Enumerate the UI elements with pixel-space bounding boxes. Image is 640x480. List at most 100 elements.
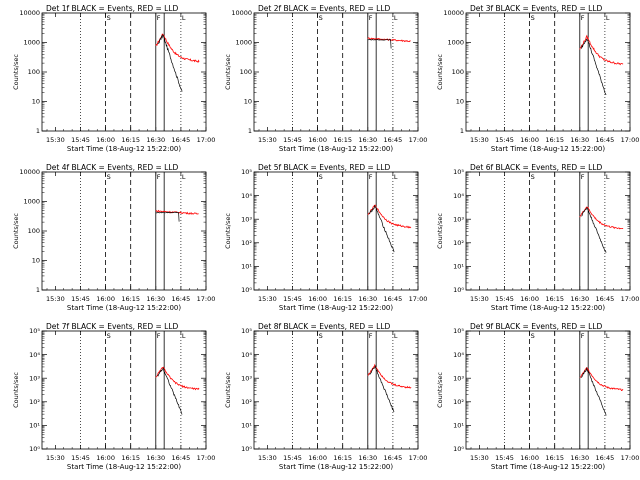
x-tick-label: 16:00 (520, 295, 539, 303)
x-tick-label: 16:30 (146, 136, 165, 144)
x-tick-label: 16:45 (172, 295, 191, 303)
plot-frame (41, 12, 207, 132)
panel-title: Det 4f BLACK = Events, RED = LLD (46, 163, 179, 172)
y-tick-label: 10 (244, 98, 252, 106)
y-tick-label: 10⁴ (241, 351, 252, 359)
x-tick-label: 16:30 (570, 295, 589, 303)
marker-s: S (107, 332, 111, 340)
marker-s: S (531, 14, 535, 22)
marker-f: F (157, 332, 161, 340)
x-tick-label: 16:15 (333, 295, 352, 303)
plot-frame (465, 12, 631, 132)
y-axis-label: Counts/sec (12, 213, 20, 249)
x-tick-label: 17:00 (197, 454, 216, 462)
y-tick-label: 10⁴ (453, 351, 464, 359)
y-tick-label: 10⁰ (29, 445, 40, 453)
y-tick-label: 10 (456, 98, 464, 106)
marker-f: F (369, 173, 373, 181)
events-series-line (581, 207, 607, 253)
lld-series-line (579, 367, 624, 392)
panel-title: Det 7f BLACK = Events, RED = LLD (46, 322, 179, 331)
y-tick-label: 10⁵ (29, 327, 40, 335)
x-tick-label: 16:45 (596, 454, 615, 462)
x-tick-label: 16:30 (358, 295, 377, 303)
x-tick-label: 16:15 (545, 454, 564, 462)
x-tick-label: 17:00 (409, 136, 428, 144)
x-tick-label: 16:45 (384, 295, 403, 303)
x-tick-label: 15:45 (71, 454, 90, 462)
marker-f: F (581, 14, 585, 22)
y-axis-label: Counts/sec (224, 213, 232, 249)
events-series-line (157, 367, 183, 415)
y-tick-label: 10¹ (241, 263, 252, 271)
y-tick-label: 10² (241, 398, 252, 406)
y-axis-label: Counts/sec (436, 213, 444, 249)
x-tick-label: 15:30 (258, 454, 277, 462)
marker-s: S (531, 173, 535, 181)
y-tick-label: 100 (28, 227, 40, 235)
y-tick-label: 10⁰ (241, 445, 252, 453)
plot-frame (41, 171, 207, 291)
x-tick-label: 16:00 (308, 454, 327, 462)
x-tick-label: 15:30 (470, 136, 489, 144)
y-axis-label: Counts/sec (224, 54, 232, 90)
marker-f: F (157, 14, 161, 22)
x-tick-label: 15:30 (470, 454, 489, 462)
y-tick-label: 10000 (19, 168, 40, 176)
x-tick-label: 16:45 (596, 295, 615, 303)
events-series-line (581, 367, 607, 416)
y-tick-label: 10¹ (29, 422, 40, 430)
y-tick-label: 10000 (231, 9, 252, 17)
y-tick-label: 10⁴ (241, 192, 252, 200)
x-axis-label: Start Time (18-Aug-12 15:22:00) (279, 145, 393, 153)
x-tick-label: 16:45 (596, 136, 615, 144)
x-tick-label: 15:45 (283, 136, 302, 144)
panel-title: Det 8f BLACK = Events, RED = LLD (258, 322, 391, 331)
y-axis-label: Counts/sec (436, 54, 444, 90)
x-tick-label: 17:00 (197, 295, 216, 303)
plot-frame (465, 330, 631, 450)
marker-f: F (369, 332, 373, 340)
events-series-line (581, 38, 607, 96)
x-tick-label: 16:15 (545, 136, 564, 144)
y-axis-label: Counts/sec (436, 372, 444, 408)
panel-title: Det 2f BLACK = Events, RED = LLD (258, 4, 391, 13)
plot-frame (41, 330, 207, 450)
x-tick-label: 15:30 (258, 295, 277, 303)
panel-title: Det 9f BLACK = Events, RED = LLD (470, 322, 603, 331)
x-tick-label: 15:45 (71, 136, 90, 144)
x-tick-label: 15:45 (495, 295, 514, 303)
x-tick-label: 16:30 (358, 136, 377, 144)
x-tick-label: 15:30 (46, 295, 65, 303)
x-tick-label: 16:15 (121, 454, 140, 462)
events-series-line (367, 39, 392, 49)
y-tick-label: 10⁵ (453, 327, 464, 335)
x-tick-label: 15:45 (495, 136, 514, 144)
y-tick-label: 10 (32, 257, 40, 265)
y-tick-label: 1 (248, 127, 252, 135)
x-tick-label: 17:00 (621, 136, 640, 144)
plot-frame (253, 171, 419, 291)
events-series-line (157, 34, 183, 92)
x-tick-label: 15:30 (470, 295, 489, 303)
x-tick-label: 16:45 (384, 136, 403, 144)
y-tick-label: 10⁵ (241, 168, 252, 176)
x-tick-label: 17:00 (621, 454, 640, 462)
marker-l: L (182, 14, 186, 22)
plot-frame (253, 330, 419, 450)
y-tick-label: 10¹ (241, 422, 252, 430)
y-tick-label: 1000 (447, 39, 464, 47)
y-tick-label: 10³ (453, 374, 464, 382)
marker-s: S (319, 14, 323, 22)
y-tick-label: 10⁵ (453, 168, 464, 176)
x-tick-label: 15:45 (495, 454, 514, 462)
panel-title: Det 5f BLACK = Events, RED = LLD (258, 163, 391, 172)
x-axis-label: Start Time (18-Aug-12 15:22:00) (67, 463, 181, 471)
y-axis-label: Counts/sec (12, 54, 20, 90)
x-axis-label: Start Time (18-Aug-12 15:22:00) (491, 463, 605, 471)
marker-s: S (531, 332, 535, 340)
